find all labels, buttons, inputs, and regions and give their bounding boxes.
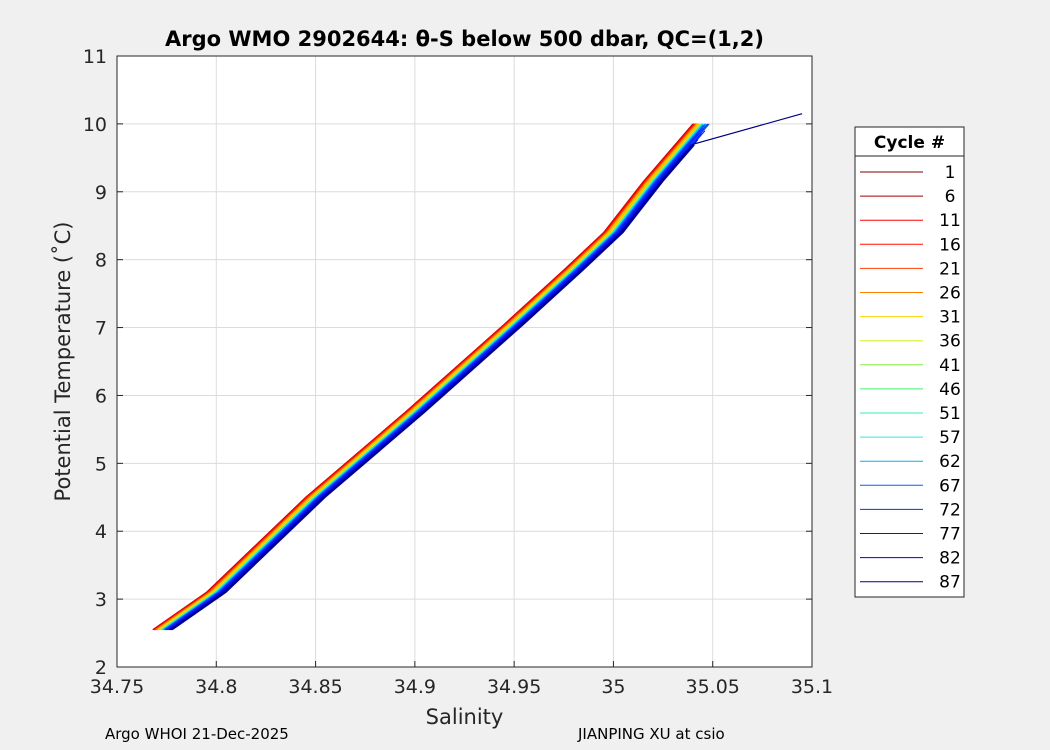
- chart-title: Argo WMO 2902644: θ-S below 500 dbar, QC…: [165, 27, 764, 51]
- cycle-line: [156, 123, 697, 631]
- series-line-31: [159, 123, 701, 631]
- series-line-87: [170, 113, 803, 631]
- cycle-line: [172, 144, 695, 631]
- y-tick-label: 5: [95, 453, 107, 475]
- legend-box: [854, 126, 965, 598]
- legend-label-1: 1: [945, 163, 956, 183]
- legend-label-82: 82: [939, 549, 961, 569]
- legend-label-6: 6: [945, 187, 956, 207]
- legend-label-46: 46: [939, 380, 961, 400]
- x-axis-label: Salinity: [426, 705, 504, 729]
- y-tick-label: 6: [95, 385, 107, 407]
- legend-label-62: 62: [939, 452, 961, 472]
- x-tick-label: 34.9: [394, 676, 436, 698]
- y-tick-label: 2: [95, 657, 107, 679]
- series-line-26: [158, 123, 700, 631]
- footer-right: JIANPING XU at csio: [578, 725, 725, 743]
- x-tick-label: 34.95: [487, 676, 541, 698]
- legend-label-21: 21: [939, 259, 961, 279]
- cycle-line: [152, 123, 694, 631]
- cycle-line: [166, 155, 681, 631]
- cycle-line: [162, 123, 704, 631]
- y-tick-label: 11: [83, 46, 107, 68]
- legend-title: Cycle #: [874, 133, 945, 153]
- cycle-line: [165, 124, 706, 631]
- legend-label-26: 26: [939, 284, 961, 304]
- series-line-82: [169, 150, 687, 631]
- plot-frame: [116, 55, 813, 668]
- y-tick-label: 7: [95, 318, 107, 340]
- y-tick-label: 8: [95, 250, 107, 272]
- legend-label-72: 72: [939, 500, 961, 520]
- x-tick-label: 34.8: [195, 676, 237, 698]
- legend-label-41: 41: [939, 356, 961, 376]
- legend-label-77: 77: [939, 525, 961, 545]
- cycle-line: [161, 123, 703, 631]
- legend-label-31: 31: [939, 308, 961, 328]
- y-axis-label: Potential Temperature (˚C): [51, 222, 75, 502]
- legend-label-16: 16: [939, 235, 961, 255]
- cycle-line: [155, 123, 697, 631]
- series-line-77: [168, 143, 692, 631]
- legend-label-87: 87: [939, 573, 961, 593]
- x-tick-label: 35.05: [686, 676, 740, 698]
- legend-label-51: 51: [939, 404, 961, 424]
- y-tick-label: 3: [95, 589, 107, 611]
- x-tick-label: 34.85: [288, 676, 342, 698]
- x-tick-label: 35.1: [791, 676, 833, 698]
- footer-left: Argo WHOI 21-Dec-2025: [105, 725, 289, 743]
- legend-label-57: 57: [939, 428, 961, 448]
- legend-label-36: 36: [939, 332, 961, 352]
- legend-label-11: 11: [939, 211, 961, 231]
- y-tick-label: 4: [95, 521, 107, 543]
- y-tick-label: 10: [83, 114, 107, 136]
- legend-label-67: 67: [939, 476, 961, 496]
- cycle-line: [157, 123, 699, 631]
- x-tick-label: 35: [601, 676, 625, 698]
- y-tick-label: 9: [95, 182, 107, 204]
- x-tick-label: 34.75: [90, 676, 144, 698]
